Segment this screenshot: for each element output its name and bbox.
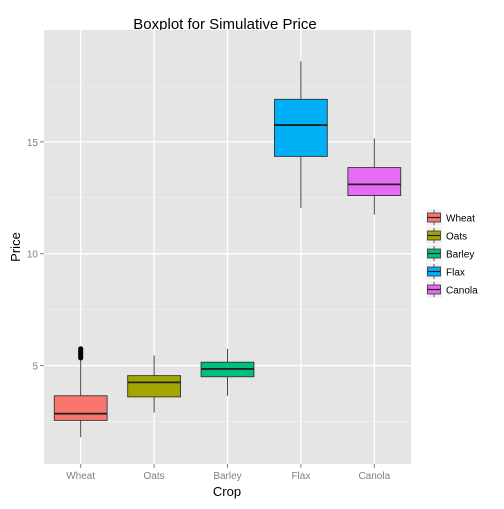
box-body (53, 395, 108, 421)
x-tick-label: Canola (358, 471, 390, 482)
y-tick-label: 10 (27, 250, 39, 261)
legend-label: Canola (446, 286, 478, 297)
box-wheat (53, 346, 108, 438)
x-tick-label: Wheat (66, 471, 95, 482)
box-canola (347, 138, 402, 215)
box-body (274, 98, 328, 157)
box-layer (53, 61, 402, 438)
box-body (127, 375, 181, 398)
legend-label: Flax (446, 268, 465, 279)
y-axis-title: Price (8, 232, 23, 262)
legend-label: Barley (446, 250, 474, 261)
outlier-point (78, 346, 84, 352)
y-tick-label: 5 (32, 362, 38, 373)
legend-label: Wheat (446, 214, 475, 225)
box-flax (274, 61, 328, 208)
x-tick-label: Oats (144, 471, 165, 482)
legend-entry-canola: Canola (426, 281, 478, 298)
box-oats (127, 355, 181, 413)
legend-entry-oats: Oats (426, 227, 467, 244)
legend-entry-flax: Flax (426, 263, 465, 280)
x-axis-title: Crop (213, 484, 241, 499)
chart-title: Boxplot for Simulative Price (133, 16, 316, 33)
legend-entry-barley: Barley (426, 245, 474, 262)
x-tick-label: Flax (291, 471, 310, 482)
legend: Wheat Oats Barley Flax Canola (426, 209, 478, 298)
x-tick-label: Barley (213, 471, 241, 482)
legend-entry-wheat: Wheat (426, 209, 475, 226)
box-barley (200, 348, 255, 396)
y-tick-label: 15 (27, 138, 39, 149)
box-body (347, 167, 402, 196)
legend-label: Oats (446, 232, 467, 243)
axis-layer: 5 10 15 Wheat Oats Barley Flax Canola (27, 138, 391, 482)
